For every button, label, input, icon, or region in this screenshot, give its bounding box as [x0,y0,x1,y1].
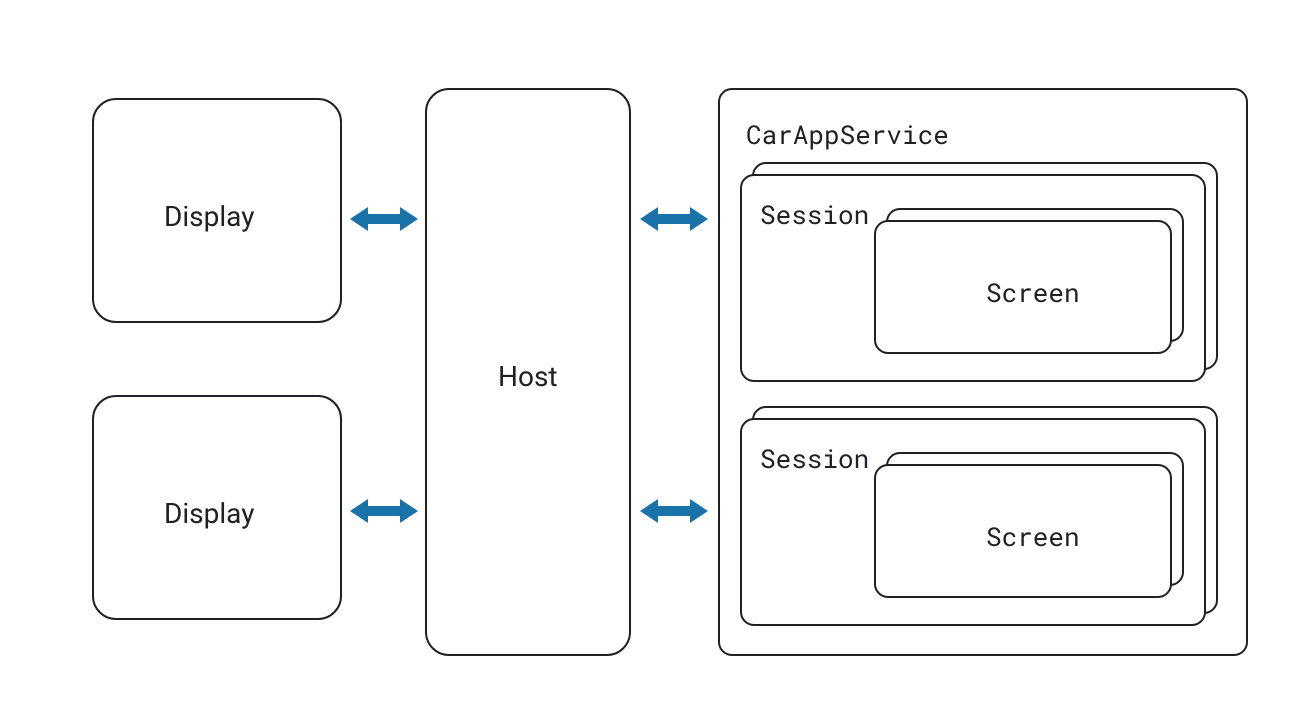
session2-label: Session [760,442,869,476]
arrow-display1-host [350,202,418,236]
host-label: Host [498,360,558,393]
arrow-host-service2 [640,494,708,528]
arrow-host-service1 [640,202,708,236]
arrow-display2-host [350,494,418,528]
display-label-1: Display [164,200,254,233]
screen1-label: Screen [986,276,1080,310]
session1-label: Session [760,198,869,232]
screen2-label: Screen [986,520,1080,554]
carappservice-label: CarAppService [746,118,949,152]
display-label-2: Display [164,497,254,530]
